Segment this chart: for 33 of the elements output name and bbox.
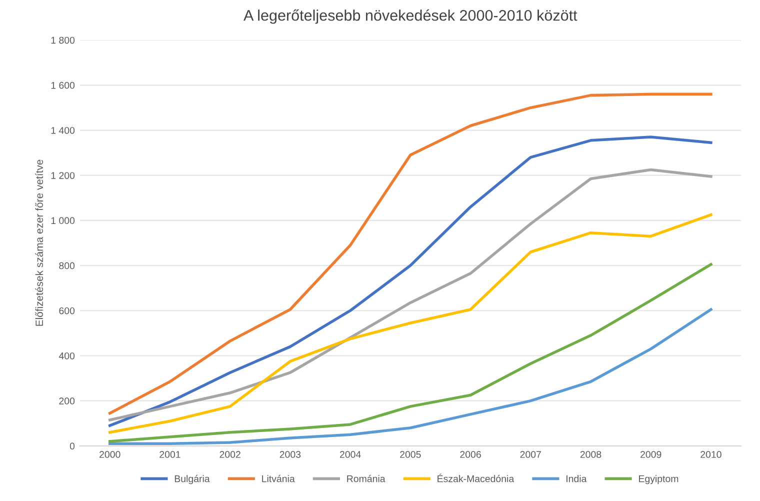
legend-label: Románia bbox=[347, 474, 386, 482]
legend-label: Egyiptom bbox=[639, 475, 678, 484]
y-tick-label: 1 000 bbox=[51, 217, 75, 224]
y-tick-label: 800 bbox=[59, 262, 75, 270]
legend-label: Litvánia bbox=[262, 474, 295, 482]
legend-label: India bbox=[566, 475, 587, 482]
y-tick-label: 1 800 bbox=[51, 36, 75, 44]
y-tick-label: 400 bbox=[58, 352, 75, 360]
y-tick-label: 1 200 bbox=[51, 172, 75, 179]
line-series bbox=[108, 213, 712, 434]
x-tick-label: 2009 bbox=[640, 451, 662, 458]
x-tick-label: 2002 bbox=[220, 451, 240, 458]
line-series bbox=[108, 308, 712, 446]
y-tick-label: 200 bbox=[59, 398, 75, 404]
x-tick-label: 2000 bbox=[100, 451, 120, 458]
x-tick-label: 2001 bbox=[160, 451, 180, 458]
legend-label: Bulgária bbox=[174, 474, 210, 484]
x-tick-label: 2010 bbox=[700, 451, 722, 458]
legend-label: Észak-Macedónia bbox=[438, 474, 514, 482]
chart-title: A legerőteljesebb növekedések 2000-2010 között bbox=[244, 9, 578, 24]
x-tick-label: 2007 bbox=[520, 451, 541, 458]
x-tick-label: 2004 bbox=[340, 451, 361, 458]
y-tick-label: 0 bbox=[70, 442, 75, 450]
y-tick-label: 1 400 bbox=[51, 126, 75, 134]
x-tick-label: 2008 bbox=[580, 451, 602, 458]
y-tick-label: 600 bbox=[59, 307, 75, 314]
line-series bbox=[108, 263, 712, 443]
line-series bbox=[108, 92, 712, 415]
x-tick-label: 2005 bbox=[400, 451, 421, 458]
y-axis-title: Előfizetések száma ezer főre vetítve bbox=[35, 160, 43, 326]
x-tick-label: 2006 bbox=[460, 451, 481, 458]
y-tick-label: 1 600 bbox=[51, 82, 75, 89]
x-tick-label: 2003 bbox=[280, 451, 301, 458]
